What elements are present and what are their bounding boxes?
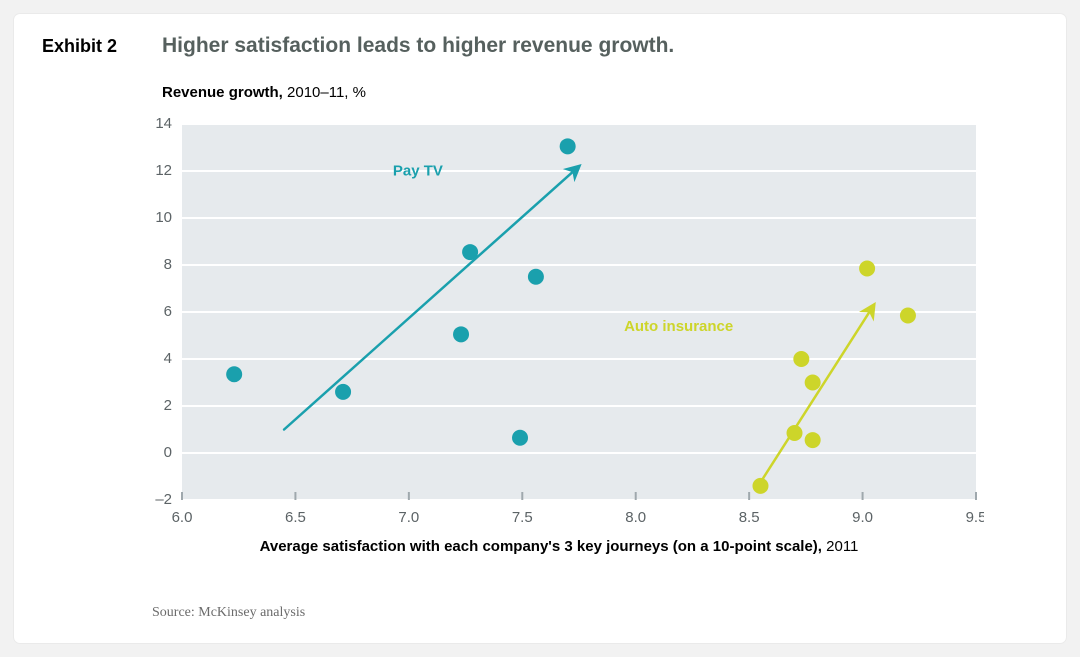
exhibit-card: Exhibit 2 Higher satisfaction leads to h… <box>14 14 1066 643</box>
x-axis-title: Average satisfaction with each company's… <box>134 538 984 555</box>
svg-text:Auto insurance: Auto insurance <box>624 318 733 335</box>
svg-text:8.5: 8.5 <box>739 509 760 526</box>
svg-text:7.0: 7.0 <box>398 509 419 526</box>
svg-text:12: 12 <box>155 162 172 179</box>
header-row: Exhibit 2 Higher satisfaction leads to h… <box>42 34 1038 58</box>
y-axis-title-bold: Revenue growth, <box>162 84 283 101</box>
x-axis-title-bold: Average satisfaction with each company's… <box>260 538 822 555</box>
svg-text:10: 10 <box>155 209 172 226</box>
svg-text:6.0: 6.0 <box>172 509 193 526</box>
y-axis-title: Revenue growth, 2010–11, % <box>162 84 1038 101</box>
svg-text:4: 4 <box>164 350 172 367</box>
exhibit-number: Exhibit 2 <box>42 36 134 57</box>
svg-text:8: 8 <box>164 256 172 273</box>
svg-text:8.0: 8.0 <box>625 509 646 526</box>
source-line: Source: McKinsey analysis <box>152 605 305 621</box>
svg-text:2: 2 <box>164 397 172 414</box>
svg-text:7.5: 7.5 <box>512 509 533 526</box>
svg-text:–2: –2 <box>155 491 172 508</box>
exhibit-title: Higher satisfaction leads to higher reve… <box>162 34 674 58</box>
svg-text:6: 6 <box>164 303 172 320</box>
svg-text:0: 0 <box>164 444 172 461</box>
x-axis-title-rest: 2011 <box>822 538 858 555</box>
svg-text:6.5: 6.5 <box>285 509 306 526</box>
svg-text:9.5: 9.5 <box>966 509 984 526</box>
scatter-chart: –2 0 2 4 6 8 10 12 14 6.0 6.5 7.0 7.5 8.0 8.5 9.0 9.5 Pay… <box>134 116 984 536</box>
y-axis-title-rest: 2010–11, % <box>283 84 366 101</box>
svg-text:9.0: 9.0 <box>852 509 873 526</box>
svg-text:14: 14 <box>155 116 172 132</box>
chart-svg: –2 0 2 4 6 8 10 12 14 6.0 6.5 7.0 7.5 8.0 8.5 9.0 9.5 Pay… <box>134 116 984 536</box>
svg-text:Pay TV: Pay TV <box>393 163 443 180</box>
